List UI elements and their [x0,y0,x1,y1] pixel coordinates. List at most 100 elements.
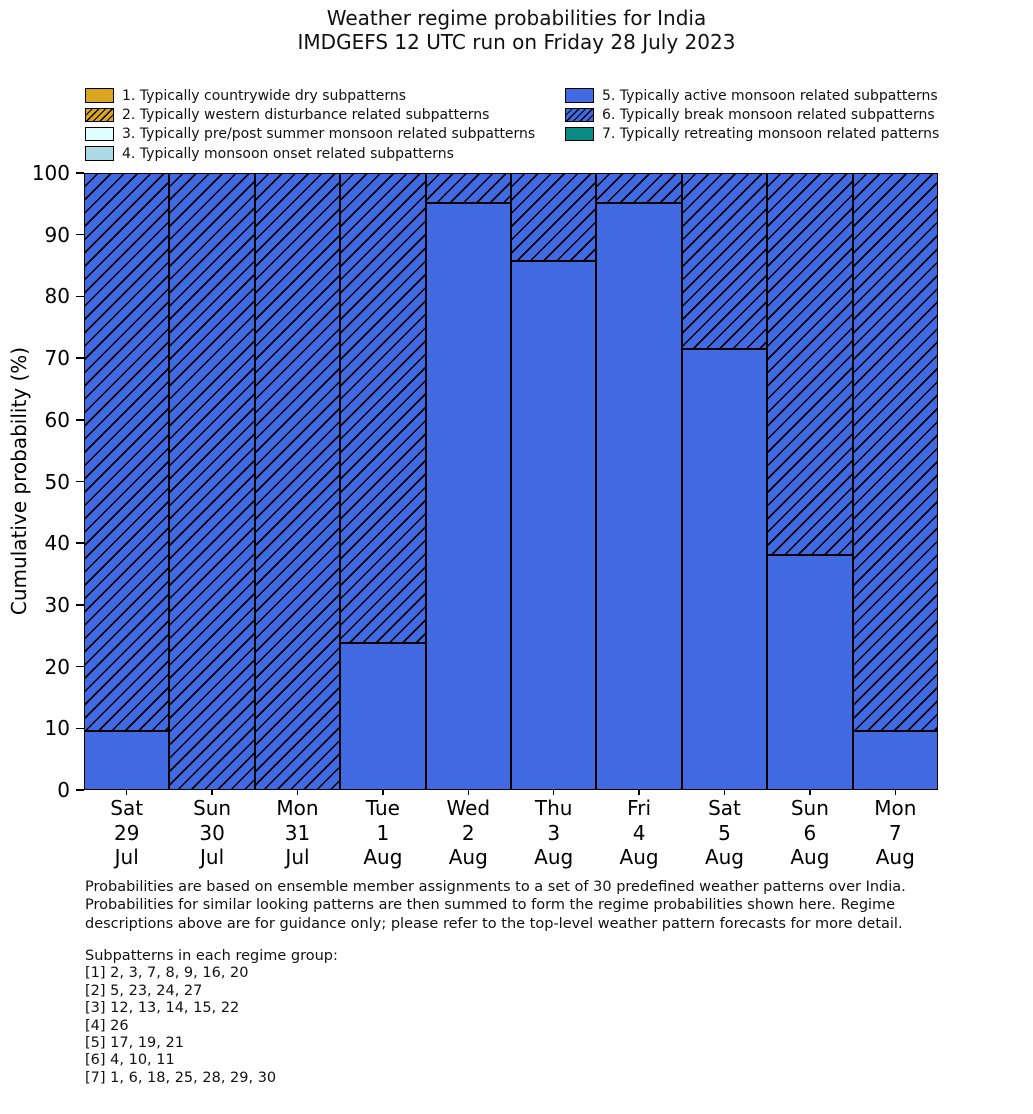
y-tick [76,295,84,298]
x-tick [125,790,128,795]
bar-segment-break-monsoon [767,173,853,555]
footer-note-line: Probabilities are based on ensemble memb… [85,879,906,895]
legend-item: 4. Typically monsoon onset related subpa… [85,144,535,163]
bar-group [425,173,512,790]
x-tick-label-line: Tue [365,796,400,820]
subpatterns-header: Subpatterns in each regime group: [85,948,338,964]
legend-item: 1. Typically countrywide dry subpatterns [85,86,535,105]
footer-note: Probabilities are based on ensemble memb… [85,878,906,933]
bar-segment-active-monsoon [84,731,170,790]
chart-title-line2: IMDGEFS 12 UTC run on Friday 28 July 202… [297,30,736,54]
legend-item: 5. Typically active monsoon related subp… [565,86,939,105]
x-tick-label-line: 6 [803,820,817,845]
legend-swatch-hatched-icon [85,107,114,123]
subpatterns-line: [4] 26 [85,1017,129,1034]
x-tick [552,790,555,795]
legend-label: 1. Typically countrywide dry subpatterns [122,87,407,104]
y-tick [76,357,84,359]
legend-label: 7. Typically retreating monsoon related … [602,126,940,143]
x-tick-label: Tue 1 Aug [340,796,425,870]
bar-segment-break-monsoon [511,173,597,262]
legend-label: 2. Typically western disturbance related… [122,106,490,123]
x-tick-label-line: Sun [193,796,232,820]
bar-segment-break-monsoon [596,173,682,203]
legend-item: 3. Typically pre/post summer monsoon rel… [85,125,535,144]
subpatterns-line: [1] 2, 3, 7, 8, 9, 16, 20 [85,965,249,982]
y-tick-label: 70 [44,346,70,371]
x-tick-label-line: Jul [114,845,139,869]
footer-note-line: Probabilities for similar looking patter… [85,897,896,914]
subpatterns-line: [2] 5, 23, 24, 27 [85,982,203,999]
y-tick-label: 10 [44,716,70,741]
y-tick-label: 90 [44,222,70,247]
legend-swatch-solid-icon [85,88,114,103]
bar-segment-active-monsoon [340,643,426,790]
x-tick-label: Sun 30 Jul [169,796,254,870]
x-tick-label-line: 3 [547,820,561,845]
bar-group [254,173,341,790]
x-tick-label-line: Aug [704,845,745,869]
x-tick-label-line: Thu [534,796,573,820]
subpatterns-line: [3] 12, 13, 14, 15, 22 [85,1000,240,1017]
legend-label: 3. Typically pre/post summer monsoon rel… [122,126,536,143]
x-tick [382,790,384,795]
x-tick-label-line: 2 [461,820,475,845]
y-tick [76,172,84,174]
x-tick-label-line: Jul [285,845,310,869]
x-tick-label-line: 4 [632,820,646,845]
bar-segment-active-monsoon [596,202,682,790]
x-tick-label-line: Jul [200,845,225,869]
bar-segment-active-monsoon [852,731,939,790]
x-tick-label: Sat 29 Jul [84,796,169,870]
x-tick-label: Mon 7 Aug [853,796,938,870]
x-tick-label-line: 31 [284,820,311,845]
chart-title-line1: Weather regime probabilities for India [326,6,707,30]
y-tick [76,542,84,544]
x-tick-label-line: Fri [627,796,651,820]
x-tick-label-line: 30 [199,820,225,845]
subpatterns-list: Subpatterns in each regime group: [1] 2,… [85,948,338,1087]
x-tick-label-line: Aug [534,845,574,869]
subpatterns-line: [5] 17, 19, 21 [85,1035,184,1052]
y-tick [76,665,84,668]
bar-group [852,173,939,790]
y-tick [76,789,84,791]
y-tick [76,480,84,483]
bar-segment-break-monsoon [254,173,341,790]
y-tick-label: 20 [44,654,70,679]
bar-group [511,173,597,790]
x-tick [211,790,213,795]
y-tick-label: 50 [44,469,70,494]
x-tick-label-line: Mon [874,796,917,820]
x-tick-label-line: Sat [708,796,741,820]
legend-column-right: 5. Typically active monsoon related subp… [565,86,939,144]
stacked-bars [84,173,939,790]
bar-segment-active-monsoon [425,202,512,790]
y-tick-label: 60 [44,407,70,432]
y-tick-label: 40 [44,531,70,556]
x-tick-label-line: 1 [376,820,390,845]
bar-segment-break-monsoon [681,173,768,350]
y-tick [76,419,84,421]
bar-segment-break-monsoon [340,173,426,644]
bar-segment-active-monsoon [767,554,853,790]
x-tick [638,790,640,795]
y-tick [76,604,84,606]
x-tick-label-line: Mon [276,796,319,820]
x-tick-label-line: 7 [888,820,902,845]
x-tick-label: Thu 3 Aug [511,796,596,870]
y-tick-label: 100 [31,161,70,185]
x-tick-label-line: Aug [619,845,659,869]
x-tick-label: Fri 4 Aug [596,796,681,870]
x-tick-label-line: 5 [718,820,731,845]
x-tick [809,790,811,795]
legend-label: 4. Typically monsoon onset related subpa… [122,145,454,162]
y-tick-label: 30 [44,592,70,617]
legend-swatch-solid-icon [85,126,114,142]
x-tick [894,790,897,795]
y-tick [76,233,84,236]
x-tick-label: Mon 31 Jul [255,796,340,870]
bar-group [84,173,170,790]
x-tick-label: Wed 2 Aug [426,796,511,870]
